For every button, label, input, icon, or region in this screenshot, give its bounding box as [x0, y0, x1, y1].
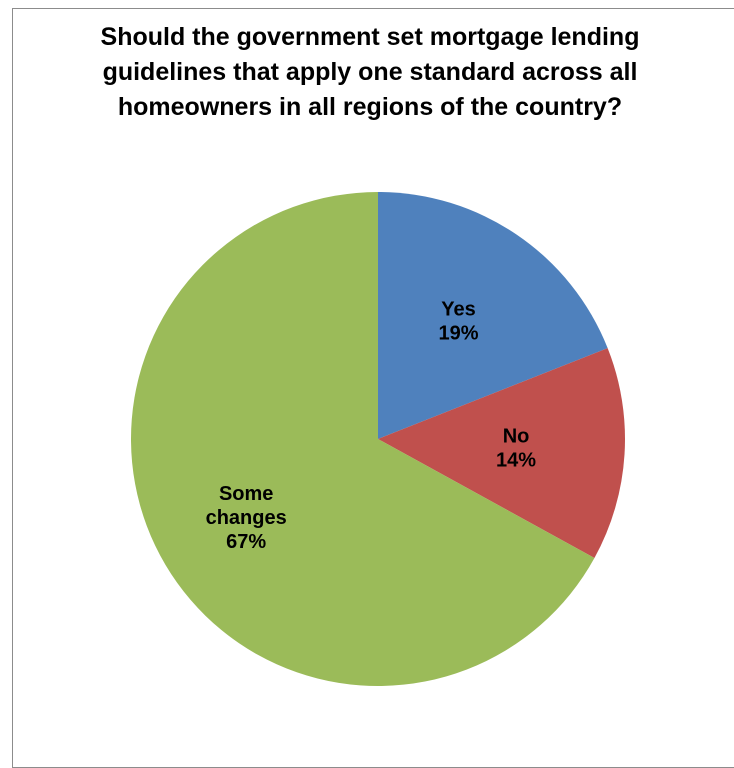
pie-category-label: Some [219, 483, 273, 505]
pie-category-label: changes [206, 507, 287, 529]
pie-value-label: 14% [496, 450, 536, 472]
pie-slice-no [378, 348, 625, 558]
pie-value-label: 19% [439, 323, 479, 345]
pie-value-label: 67% [226, 531, 266, 553]
pie-label-some-changes: Some changes 67% [206, 483, 287, 553]
pie-label-no: No 14% [496, 426, 536, 472]
chart-title-line-2: guidelines that apply one standard acros… [102, 58, 638, 86]
pie-slice-yes [378, 192, 608, 439]
chart-title: Should the government set mortgage lendi… [40, 20, 700, 125]
pie-slice-some-changes [131, 192, 595, 687]
chart-title-line-1: Should the government set mortgage lendi… [100, 23, 640, 51]
chart-title-line-3: homeowners in all regions of the country… [117, 93, 623, 121]
pie-label-yes: Yes 19% [439, 299, 479, 345]
pie-chart: Yes 19% No 14% Some changes 67% [131, 192, 625, 687]
pie-category-label: No [503, 426, 530, 448]
pie-labels: Yes 19% No 14% Some changes 67% [206, 299, 537, 553]
pie-category-label: Yes [441, 299, 475, 321]
pie-slices [131, 192, 625, 687]
